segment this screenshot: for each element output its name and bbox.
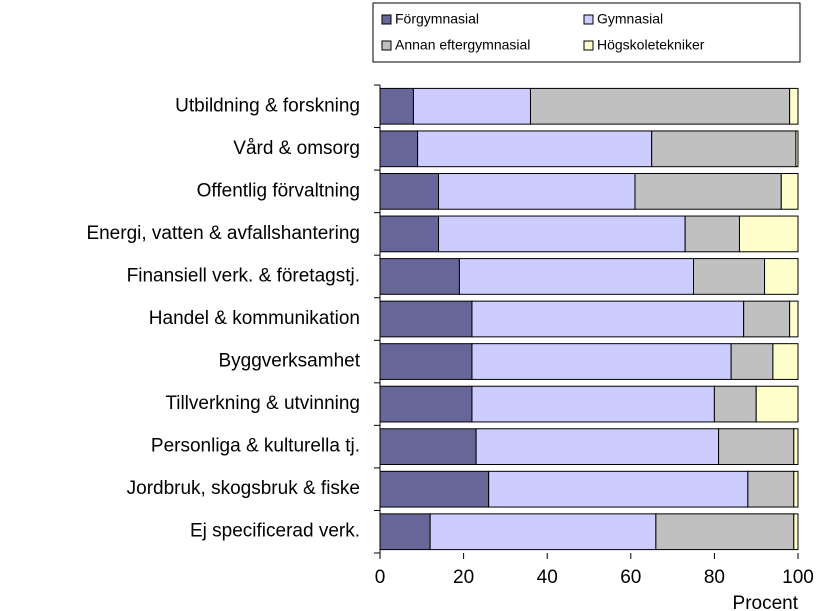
bar-segment — [780, 172, 799, 210]
bar-segment — [471, 385, 715, 423]
legend-label: Gymnasial — [597, 11, 663, 27]
bar-segment — [379, 258, 460, 295]
legend-label: Högskoletekniker — [597, 37, 705, 53]
y-tick-label: Tillverkning & utvinning — [165, 393, 360, 414]
bar-segment — [684, 215, 740, 253]
bar-segment — [738, 215, 799, 253]
bar-segment — [789, 300, 799, 338]
bar-segment — [379, 343, 473, 380]
bar-segment — [379, 428, 477, 466]
bar-segment — [417, 130, 653, 168]
bar-segment — [793, 513, 799, 551]
y-tick-label: Vård & omsorg — [233, 138, 360, 159]
bar-segment — [429, 513, 657, 551]
bar-segment — [379, 385, 473, 423]
bar-segment — [730, 343, 774, 380]
bar-segment — [743, 300, 791, 338]
bar-segment — [379, 470, 490, 508]
bar-segment — [634, 172, 782, 210]
x-axis-label: Procent — [733, 593, 799, 611]
bar-segment — [475, 428, 720, 466]
y-tick-label: Jordbruk, skogsbruk & fiske — [127, 478, 360, 499]
bar-segment — [789, 87, 799, 125]
legend-box — [372, 2, 801, 63]
bar-segment — [488, 470, 749, 508]
bar-segment — [755, 385, 799, 423]
bar-segment — [793, 470, 799, 508]
x-tick-label: 20 — [453, 567, 474, 588]
bar-segment — [795, 130, 799, 168]
bar-segment — [747, 470, 795, 508]
bar-segment — [379, 215, 440, 253]
bar-segment — [379, 172, 440, 210]
bar-segment — [379, 513, 431, 551]
bar-segment — [379, 130, 419, 168]
bar-segment — [718, 428, 795, 466]
x-tick-label: 40 — [537, 567, 558, 588]
y-tick-label: Personliga & kulturella tj. — [151, 436, 360, 457]
bar-segment — [438, 215, 686, 253]
bar-segment — [379, 87, 414, 125]
legend-swatch — [381, 40, 392, 51]
legend-label: Förgymnasial — [395, 11, 479, 27]
bar-segment — [655, 513, 795, 551]
x-tick-label: 100 — [782, 567, 814, 588]
y-tick-label: Offentlig förvaltning — [197, 180, 360, 201]
bar-segment — [379, 300, 473, 338]
x-tick-label: 60 — [620, 567, 641, 588]
bar-segment — [651, 130, 797, 168]
bar-segment — [764, 258, 799, 295]
bar-segment — [529, 87, 791, 125]
bar-segment — [438, 172, 636, 210]
bar-segment — [713, 385, 757, 423]
y-tick-label: Finansiell verk. & företagstj. — [127, 265, 360, 286]
x-tick-label: 80 — [704, 567, 725, 588]
y-tick-label: Utbildning & forskning — [175, 95, 360, 116]
bar-segment — [412, 87, 531, 125]
y-tick-label: Byggverksamhet — [218, 351, 360, 372]
legend-swatch — [381, 14, 392, 25]
legend-label: Annan eftergymnasial — [395, 37, 530, 53]
bar-segment — [693, 258, 766, 295]
y-tick-label: Handel & kommunikation — [149, 308, 360, 329]
y-tick-label: Energi, vatten & avfallshantering — [86, 223, 360, 244]
bar-segment — [772, 343, 799, 380]
bar-segment — [471, 343, 732, 380]
bar-segment — [793, 428, 799, 466]
bar-segment — [458, 258, 695, 295]
y-tick-label: Ej specificerad verk. — [190, 521, 360, 542]
x-tick-label: 0 — [375, 567, 386, 588]
legend-swatch — [583, 40, 594, 51]
legend-swatch — [583, 14, 594, 25]
bar-segment — [471, 300, 745, 338]
